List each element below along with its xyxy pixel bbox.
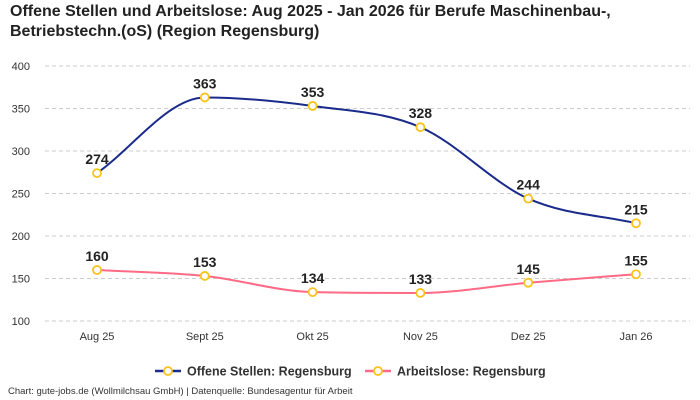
data-point [307, 287, 318, 298]
data-point [92, 265, 102, 275]
data-label: 160 [85, 248, 109, 264]
y-tick-label: 200 [12, 231, 30, 243]
series-line [96, 96, 637, 225]
chart-title: Offene Stellen und Arbeitslose: Aug 2025… [10, 3, 611, 40]
data-label: 134 [301, 270, 325, 286]
series-line [96, 269, 637, 294]
data-label: 328 [409, 105, 433, 121]
x-tick-label: Nov 25 [403, 331, 438, 343]
legend-marker [373, 366, 383, 376]
data-point [415, 122, 426, 133]
data-label: 244 [517, 177, 541, 193]
data-point [415, 288, 426, 298]
y-tick-label: 350 [12, 104, 30, 116]
x-tick-label: Aug 25 [80, 331, 115, 343]
legend-marker [163, 366, 173, 376]
legend-label: Arbeitslose: Regensburg [397, 365, 546, 379]
y-tick-label: 250 [12, 189, 30, 201]
data-label: 274 [85, 151, 109, 167]
data-label: 153 [193, 254, 217, 270]
data-label: 363 [193, 75, 217, 91]
data-point [92, 168, 102, 179]
data-point [631, 269, 641, 280]
data-point [199, 271, 210, 281]
data-point [523, 277, 534, 288]
data-label: 353 [301, 84, 325, 100]
y-tick-label: 300 [12, 146, 30, 158]
y-tick-label: 400 [12, 61, 30, 73]
data-point [631, 218, 641, 229]
data-point [307, 101, 318, 111]
legend-label: Offene Stellen: Regensburg [187, 365, 352, 379]
y-tick-label: 100 [12, 316, 30, 328]
x-tick-label: Jan 26 [619, 331, 652, 343]
data-label: 155 [624, 252, 648, 268]
data-label: 133 [409, 271, 433, 287]
x-tick-label: Sept 25 [186, 331, 224, 343]
data-label: 145 [517, 261, 541, 277]
x-tick-label: Okt 25 [296, 331, 328, 343]
data-label: 215 [624, 201, 648, 217]
x-tick-label: Dez 25 [511, 331, 546, 343]
y-tick-label: 150 [12, 274, 30, 286]
data-point [199, 92, 210, 103]
chart-credit: Chart: gute-jobs.de (Wollmilchsau GmbH) … [8, 386, 353, 397]
data-point [523, 193, 534, 204]
